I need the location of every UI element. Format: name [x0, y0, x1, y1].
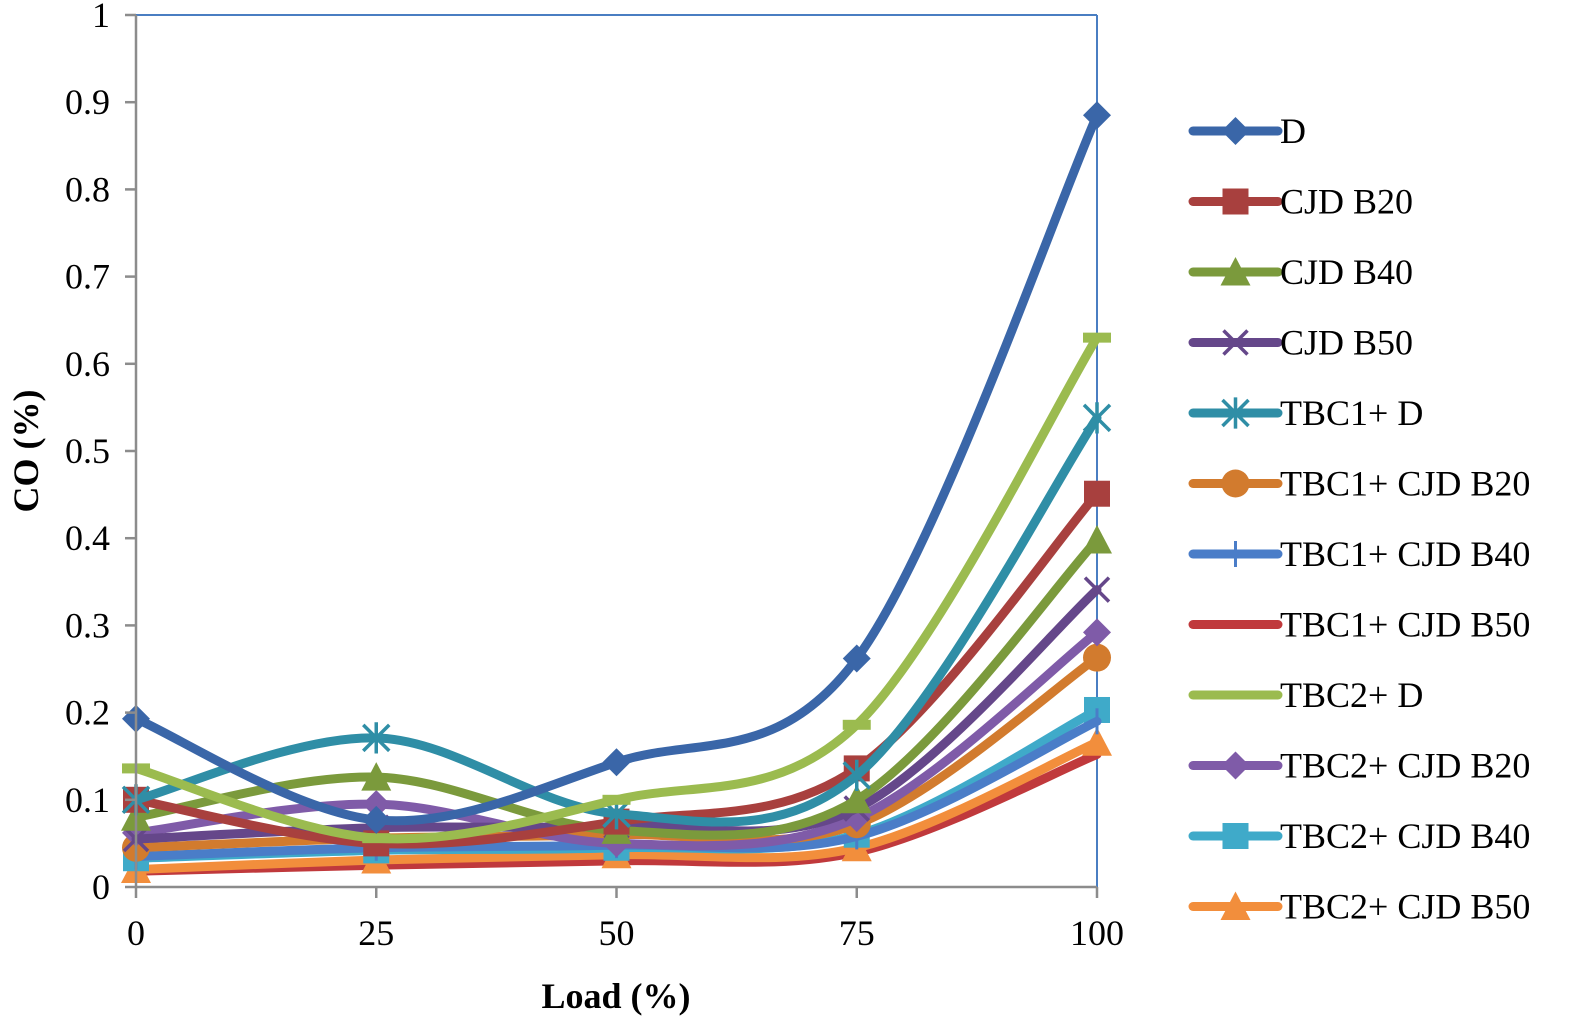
data-point — [1084, 480, 1110, 507]
legend-item: TBC2+ CJD B50 — [1188, 887, 1530, 927]
y-tick-label: 0.5 — [65, 431, 110, 471]
y-tick-label: 0 — [92, 867, 110, 907]
legend-item: D — [1188, 111, 1306, 151]
legend-label: CJD B50 — [1280, 323, 1413, 363]
y-tick-label: 0.8 — [65, 169, 110, 209]
legend-marker — [1220, 257, 1251, 286]
legend-marker — [1220, 891, 1251, 920]
data-point — [1083, 643, 1111, 672]
data-point — [842, 644, 871, 673]
legend-marker — [1221, 751, 1250, 780]
data-point — [842, 759, 871, 791]
data-point — [602, 794, 631, 805]
data-point — [1083, 101, 1111, 130]
plot-area — [136, 15, 1097, 887]
data-point — [1082, 524, 1112, 554]
y-tick-label: 0.6 — [65, 344, 110, 384]
data-point — [1082, 402, 1112, 434]
legend-item: CJD B20 — [1188, 182, 1413, 222]
legend-item: CJD B40 — [1188, 252, 1413, 292]
y-tick-label: 0.3 — [65, 605, 110, 645]
legend-marker — [1221, 117, 1250, 145]
legend-item: TBC1+ D — [1188, 393, 1423, 433]
legend-label: TBC2+ CJD B40 — [1280, 816, 1530, 856]
x-tick-label: 75 — [839, 913, 875, 953]
y-tick-label: 0.4 — [65, 518, 110, 558]
legend-marker — [1221, 397, 1250, 429]
y-tick-label: 0.7 — [65, 257, 110, 297]
y-tick-label: 0.9 — [65, 82, 110, 122]
series-d — [122, 101, 1111, 834]
y-tick-label: 0.1 — [65, 780, 110, 820]
legend-label: TBC1+ CJD B40 — [1280, 534, 1530, 574]
series-line — [131, 413, 1102, 827]
data-point — [362, 790, 391, 819]
legend-label: TBC2+ D — [1280, 675, 1423, 715]
data-point — [602, 748, 631, 777]
data-point — [362, 805, 391, 834]
legend-marker — [1222, 329, 1249, 356]
legend-label: TBC1+ CJD B20 — [1280, 464, 1530, 504]
x-axis-ticks: 0 25 50 75 100 — [127, 887, 1124, 953]
legend-item: TBC1+ CJD B40 — [1188, 534, 1530, 574]
legend: D CJD B20 CJD B40 CJD B50 TBC1+ D TBC1+ CJD B… — [1188, 111, 1530, 927]
data-point — [362, 722, 391, 754]
y-axis-title: CO (%) — [6, 390, 46, 513]
legend-label: TBC1+ CJD B50 — [1280, 605, 1530, 645]
legend-label: TBC2+ CJD B20 — [1280, 746, 1530, 786]
legend-item: TBC1+ CJD B20 — [1188, 464, 1530, 504]
legend-item: TBC1+ CJD B50 — [1188, 605, 1530, 645]
legend-label: CJD B40 — [1280, 252, 1413, 292]
x-tick-label: 25 — [358, 913, 394, 953]
y-tick-label: 0.2 — [65, 693, 110, 733]
legend-item: TBC2+ CJD B20 — [1188, 746, 1530, 786]
legend-item: TBC2+ D — [1188, 675, 1423, 715]
x-tick-label: 0 — [127, 913, 145, 953]
data-point — [842, 719, 871, 730]
legend-marker — [1222, 823, 1249, 849]
data-point — [841, 784, 872, 814]
data-point — [1083, 332, 1111, 343]
legend-item: TBC2+ CJD B40 — [1188, 816, 1530, 856]
x-tick-label: 100 — [1070, 913, 1124, 953]
data-point — [1082, 727, 1112, 756]
y-tick-label: 1 — [92, 0, 110, 35]
legend-label: TBC1+ D — [1280, 393, 1423, 433]
x-tick-label: 50 — [599, 913, 635, 953]
legend-label: D — [1280, 111, 1306, 151]
x-axis-title: Load (%) — [541, 976, 690, 1016]
data-point — [1083, 576, 1111, 603]
series-layer — [121, 101, 1112, 884]
legend-marker — [1222, 188, 1249, 215]
data-point — [362, 833, 391, 844]
data-point — [361, 762, 392, 791]
legend-label: TBC2+ CJD B50 — [1280, 887, 1530, 927]
legend-marker — [1221, 469, 1250, 498]
series-line — [131, 110, 1102, 826]
legend-label: CJD B20 — [1280, 182, 1413, 222]
y-axis-ticks: 0 0.1 0.2 0.3 0.4 0.5 0.6 0.7 0.8 0.9 1 — [65, 0, 136, 907]
data-point — [1083, 618, 1111, 647]
series-line — [131, 333, 1102, 844]
legend-item: CJD B50 — [1188, 323, 1413, 363]
